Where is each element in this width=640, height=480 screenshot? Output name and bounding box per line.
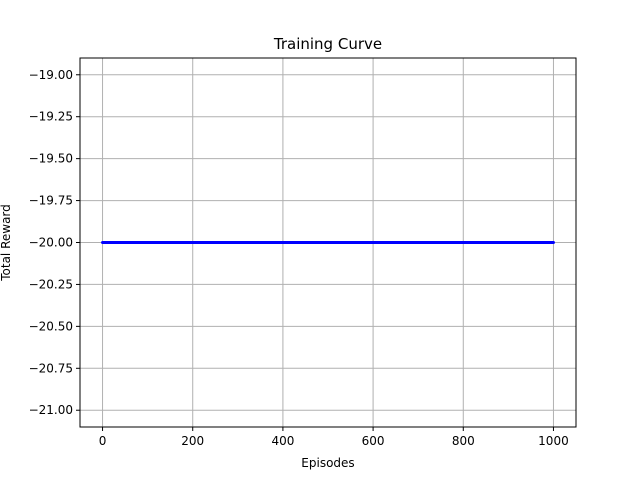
x-tick-label: 0 [99,434,107,448]
x-tick-label: 1000 [538,434,569,448]
y-tick-label: −20.25 [29,277,73,291]
y-tick-label: −21.00 [29,403,73,417]
y-tick-label: −19.75 [29,194,73,208]
y-tick-label: −19.25 [29,110,73,124]
y-axis-ticks: −19.00 −19.25 −19.50 −19.75 −20.00 −20.25 −20.… [29,68,80,417]
y-tick-label: −20.00 [29,236,73,250]
chart-title: Training Curve [273,35,382,53]
x-tick-label: 400 [271,434,294,448]
x-tick-label: 800 [452,434,475,448]
y-tick-label: −19.50 [29,152,73,166]
x-axis-label: Episodes [301,456,354,470]
y-tick-label: −20.50 [29,319,73,333]
x-tick-label: 600 [362,434,385,448]
y-tick-label: −20.75 [29,361,73,375]
y-tick-label: −19.00 [29,68,73,82]
x-tick-label: 200 [181,434,204,448]
y-axis-label: Total Reward [0,204,13,282]
x-axis-ticks: 0 200 400 600 800 1000 [99,427,569,448]
